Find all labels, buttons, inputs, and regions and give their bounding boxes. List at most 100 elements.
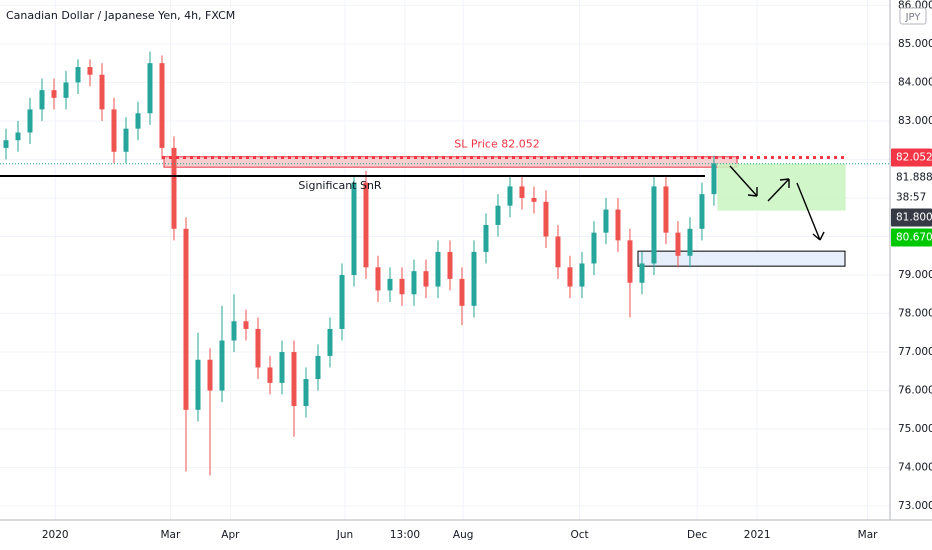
- price-tag: [891, 148, 932, 167]
- candle-body: [555, 236, 561, 268]
- y-tick-label: 83.000: [898, 115, 932, 127]
- candle-body: [495, 205, 501, 225]
- x-tick-label: Apr: [221, 529, 240, 541]
- currency-box: [899, 7, 927, 25]
- x-tick-label: Dec: [687, 529, 708, 541]
- arrow: [767, 178, 790, 202]
- candle-body: [243, 321, 249, 329]
- y-tick-label: 74.000: [898, 462, 932, 474]
- candle-body: [675, 232, 681, 256]
- price-tag-label: 81.888: [896, 171, 932, 183]
- candle-body: [51, 90, 57, 98]
- y-tick-label: 84.000: [898, 76, 932, 88]
- candle-body: [147, 63, 153, 114]
- candle-body: [387, 278, 393, 291]
- price-tag-label: 82.052: [896, 151, 932, 163]
- y-tick-label: 85.000: [898, 38, 932, 50]
- x-tick-label: 2021: [744, 529, 771, 541]
- x-tick-label: 2020: [42, 529, 69, 541]
- candle-body: [531, 197, 537, 202]
- candle-body: [591, 232, 597, 264]
- candle-body: [111, 109, 117, 152]
- time-axis: [0, 520, 932, 550]
- x-tick-label: Aug: [453, 529, 474, 541]
- candle-body: [351, 182, 357, 276]
- price-tag: [891, 168, 932, 187]
- price-tag: [891, 188, 932, 207]
- candle-body: [339, 275, 345, 329]
- candle-body: [699, 194, 705, 229]
- x-tick-label: Mar: [160, 529, 180, 541]
- candle-body: [75, 67, 81, 83]
- candle-body: [639, 263, 645, 283]
- y-tick-label: 76.000: [898, 385, 932, 397]
- candle-body: [171, 147, 177, 229]
- x-tick-label: 13:00: [390, 529, 420, 541]
- snr-label: Significant SnR: [298, 179, 382, 192]
- candle-body: [315, 355, 321, 380]
- candle-body: [27, 109, 33, 133]
- candle-body: [483, 224, 489, 252]
- candle-body: [651, 186, 657, 264]
- candle-body: [135, 113, 141, 129]
- candle-body: [399, 278, 405, 295]
- candle-body: [567, 267, 573, 287]
- candle-body: [183, 228, 189, 410]
- candle-body: [87, 67, 93, 75]
- candle-body: [195, 359, 201, 410]
- y-tick-label: 78.000: [898, 308, 932, 320]
- candle-body: [579, 263, 585, 287]
- price-tag-label: 81.800: [896, 211, 932, 223]
- candle-body: [363, 182, 369, 268]
- candle-body: [447, 251, 453, 279]
- candle-body: [303, 379, 309, 406]
- x-tick-label: Jun: [336, 529, 353, 541]
- candle-body: [99, 74, 105, 110]
- y-tick-label: 79.000: [898, 269, 932, 281]
- arrow: [729, 165, 758, 197]
- candle-body: [231, 321, 237, 341]
- candle-body: [327, 328, 333, 356]
- candle-body: [507, 186, 513, 206]
- candle-body: [123, 128, 129, 152]
- candle-body: [615, 209, 621, 241]
- zone: [637, 250, 846, 267]
- candle-body: [411, 271, 417, 295]
- candle-body: [39, 90, 45, 110]
- drawings: SL Price 82.052 Significant SnR: [0, 137, 890, 192]
- price-tag-label: 38:57: [896, 191, 926, 203]
- y-tick-label: 75.000: [898, 423, 932, 435]
- price-tag: [891, 208, 932, 227]
- candle-body: [663, 186, 669, 233]
- price-tag: [891, 228, 932, 247]
- candle-body: [627, 240, 633, 283]
- chart-title: Canadian Dollar / Japanese Yen, 4h, FXCM: [6, 9, 235, 22]
- price-tag-label: 80.670: [896, 231, 932, 243]
- y-tick-label: 77.000: [898, 346, 932, 358]
- y-tick-label: 73.000: [898, 500, 932, 512]
- candle-body: [519, 186, 525, 198]
- candle-body: [423, 271, 429, 287]
- candle-body: [279, 352, 285, 383]
- y-tick-label: 86.000: [898, 0, 932, 11]
- candles: [3, 51, 717, 476]
- arrow: [796, 182, 825, 241]
- candle-body: [159, 63, 165, 148]
- x-tick-label: Oct: [570, 529, 588, 541]
- candle-body: [255, 328, 261, 368]
- candle-body: [375, 267, 381, 291]
- currency: JPY: [905, 12, 922, 23]
- price-axis: [890, 0, 932, 550]
- candle-body: [63, 82, 69, 98]
- candle-body: [15, 132, 21, 141]
- candle-body: [267, 367, 273, 383]
- arrows: [729, 165, 825, 241]
- candle-body: [603, 209, 609, 233]
- candle-body: [207, 359, 213, 391]
- candle-body: [459, 278, 465, 306]
- candle-body: [219, 340, 225, 391]
- candle-body: [3, 140, 9, 148]
- x-tick-label: Mar: [858, 529, 878, 541]
